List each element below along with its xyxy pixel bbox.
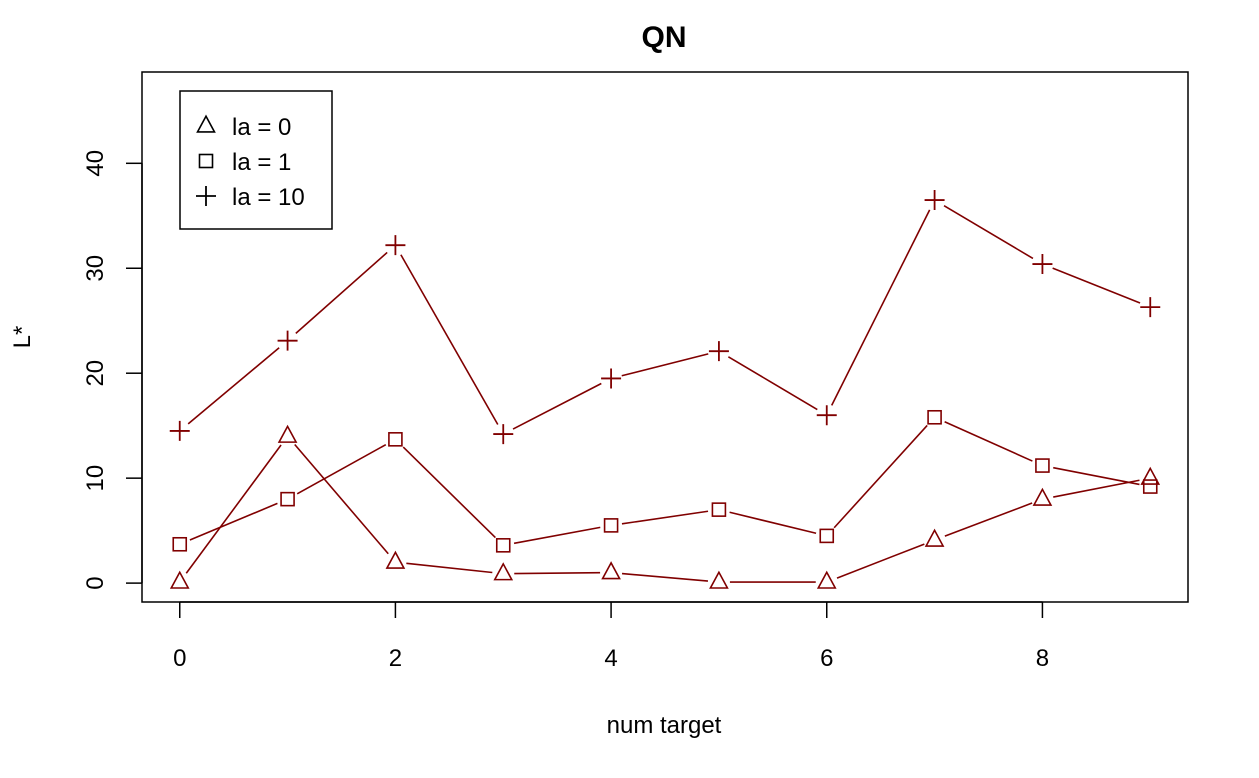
series-segment xyxy=(621,353,709,377)
data-point-triangle xyxy=(493,562,514,581)
series-segment xyxy=(513,526,601,545)
series-segment xyxy=(944,502,1033,537)
data-point-plus xyxy=(385,235,406,256)
data-point-triangle xyxy=(385,550,406,569)
data-point-triangle xyxy=(816,570,837,589)
y-axis: 0 10 20 30 40 xyxy=(82,150,143,590)
data-point-square xyxy=(1142,479,1158,494)
series-segment xyxy=(400,254,499,425)
series-segment xyxy=(1053,479,1140,498)
chart-title: QN xyxy=(642,21,687,54)
y-axis-label: L* xyxy=(9,326,36,349)
series-segment xyxy=(836,543,925,579)
data-point-triangle xyxy=(1140,466,1161,485)
legend-label: la = 1 xyxy=(232,149,291,176)
series-square xyxy=(172,409,1158,553)
series-segment xyxy=(187,347,280,425)
data-point-square xyxy=(1035,458,1050,473)
data-point-plus xyxy=(493,424,514,445)
data-point-plus xyxy=(1140,297,1161,318)
legend-label: la = 10 xyxy=(232,184,305,211)
data-point-square xyxy=(388,432,403,447)
series-triangle xyxy=(169,424,1161,589)
data-point-plus xyxy=(169,420,190,441)
legend-marker-triangle xyxy=(196,114,216,133)
series-segment xyxy=(189,502,278,541)
x-tick-label: 4 xyxy=(604,645,617,672)
series-segment xyxy=(621,510,709,525)
y-tick-label: 20 xyxy=(82,360,109,387)
data-point-plus xyxy=(277,330,298,351)
data-point-plus xyxy=(924,190,945,211)
data-point-triangle xyxy=(601,561,621,580)
series-plus xyxy=(169,190,1161,445)
data-point-triangle xyxy=(1032,487,1053,506)
series-segment xyxy=(833,424,928,529)
data-point-triangle xyxy=(277,424,298,443)
series-segment xyxy=(406,562,493,574)
data-point-triangle xyxy=(924,528,945,547)
data-point-square xyxy=(280,491,295,507)
x-tick-label: 6 xyxy=(820,645,833,672)
series-segment xyxy=(1053,466,1140,486)
y-tick-label: 0 xyxy=(82,576,109,589)
series-layer xyxy=(169,190,1161,589)
data-point-square xyxy=(927,409,942,425)
data-point-square xyxy=(495,538,511,553)
data-point-plus xyxy=(708,341,729,362)
series-segment xyxy=(296,443,387,495)
series-segment xyxy=(943,204,1034,260)
data-point-plus xyxy=(601,368,622,389)
series-segment xyxy=(514,571,601,575)
data-point-square xyxy=(172,536,188,552)
series-segment xyxy=(185,444,282,574)
data-point-triangle xyxy=(709,570,729,589)
legend-marker-plus xyxy=(196,186,216,206)
legend: la = 0 la = 1 la = 10 xyxy=(179,90,333,230)
data-point-plus xyxy=(1032,254,1053,275)
data-point-square xyxy=(819,528,835,544)
series-segment xyxy=(1052,267,1141,304)
x-tick-label: 2 xyxy=(389,645,402,672)
x-tick-label: 8 xyxy=(1036,645,1049,672)
series-segment xyxy=(729,511,817,535)
x-axis-label: num target xyxy=(607,712,722,739)
legend-label: la = 0 xyxy=(232,114,291,141)
y-tick-label: 40 xyxy=(82,150,109,177)
data-point-triangle xyxy=(169,570,190,589)
data-point-plus xyxy=(816,405,837,426)
series-segment xyxy=(944,421,1033,462)
series-segment xyxy=(830,209,931,406)
series-segment xyxy=(402,446,496,539)
y-tick-label: 10 xyxy=(82,465,109,492)
data-point-square xyxy=(711,502,727,517)
series-segment xyxy=(621,572,709,582)
x-tick-label: 0 xyxy=(173,645,186,672)
data-point-square xyxy=(603,518,619,533)
series-segment xyxy=(512,382,602,430)
legend-marker-square xyxy=(198,153,214,169)
series-segment xyxy=(727,356,818,411)
y-tick-label: 30 xyxy=(82,255,109,282)
series-segment xyxy=(294,444,389,555)
x-axis: 0 2 4 6 8 xyxy=(173,601,1049,672)
series-segment xyxy=(295,251,388,334)
